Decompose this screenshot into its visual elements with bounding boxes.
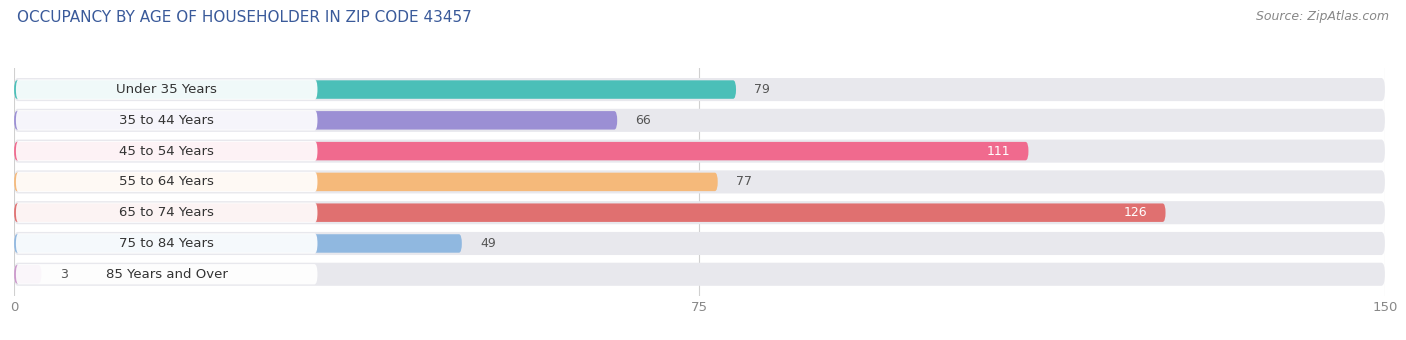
Text: 77: 77 <box>737 175 752 188</box>
Text: 65 to 74 Years: 65 to 74 Years <box>120 206 214 219</box>
Text: 79: 79 <box>755 83 770 96</box>
FancyBboxPatch shape <box>15 203 318 223</box>
FancyBboxPatch shape <box>14 80 737 99</box>
FancyBboxPatch shape <box>14 170 1385 193</box>
FancyBboxPatch shape <box>15 233 318 254</box>
FancyBboxPatch shape <box>14 173 718 191</box>
Text: 126: 126 <box>1123 206 1147 219</box>
FancyBboxPatch shape <box>14 232 1385 255</box>
Text: 3: 3 <box>60 268 67 281</box>
Text: 49: 49 <box>481 237 496 250</box>
FancyBboxPatch shape <box>14 111 617 130</box>
FancyBboxPatch shape <box>14 203 1166 222</box>
Text: Source: ZipAtlas.com: Source: ZipAtlas.com <box>1256 10 1389 23</box>
Text: 55 to 64 Years: 55 to 64 Years <box>120 175 214 188</box>
Text: 35 to 44 Years: 35 to 44 Years <box>120 114 214 127</box>
Text: 66: 66 <box>636 114 651 127</box>
Text: 45 to 54 Years: 45 to 54 Years <box>120 144 214 158</box>
FancyBboxPatch shape <box>15 172 318 192</box>
FancyBboxPatch shape <box>14 142 1029 160</box>
FancyBboxPatch shape <box>14 201 1385 224</box>
Text: 111: 111 <box>987 144 1010 158</box>
Text: OCCUPANCY BY AGE OF HOUSEHOLDER IN ZIP CODE 43457: OCCUPANCY BY AGE OF HOUSEHOLDER IN ZIP C… <box>17 10 471 25</box>
FancyBboxPatch shape <box>15 79 318 100</box>
FancyBboxPatch shape <box>15 110 318 131</box>
Text: 75 to 84 Years: 75 to 84 Years <box>120 237 214 250</box>
FancyBboxPatch shape <box>14 140 1385 163</box>
Text: Under 35 Years: Under 35 Years <box>117 83 217 96</box>
FancyBboxPatch shape <box>14 234 463 253</box>
Text: 85 Years and Over: 85 Years and Over <box>105 268 228 281</box>
FancyBboxPatch shape <box>14 109 1385 132</box>
FancyBboxPatch shape <box>14 263 1385 286</box>
FancyBboxPatch shape <box>15 264 318 284</box>
FancyBboxPatch shape <box>14 265 42 284</box>
FancyBboxPatch shape <box>15 141 318 161</box>
FancyBboxPatch shape <box>14 78 1385 101</box>
